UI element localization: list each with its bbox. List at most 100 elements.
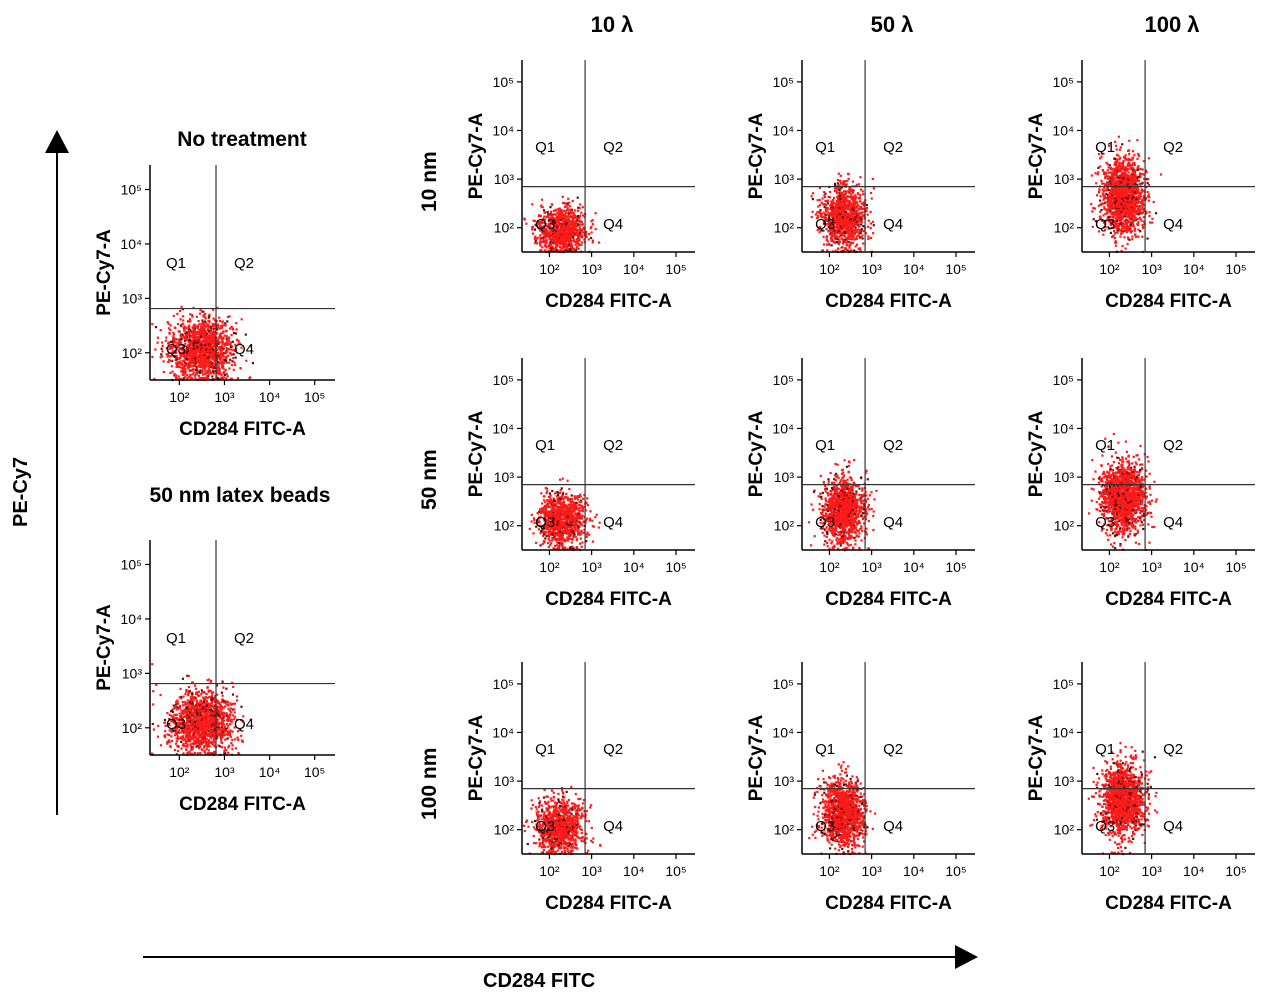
- event-dot: [829, 196, 831, 198]
- big-x-axis-arrowhead: [955, 945, 978, 969]
- event-dot: [228, 362, 230, 364]
- event-dot: [570, 220, 572, 222]
- event-dot: [194, 357, 196, 359]
- event-dot: [208, 720, 210, 722]
- event-dot: [579, 203, 581, 205]
- quadrant-label-q1: Q1: [535, 139, 555, 156]
- event-dot: [195, 693, 197, 695]
- event-dot: [858, 235, 860, 237]
- event-dot: [862, 214, 864, 216]
- event-dot: [577, 210, 579, 212]
- event-dot: [873, 187, 875, 189]
- y-axis-label: PE-Cy7-A: [746, 112, 767, 199]
- event-dot: [210, 731, 212, 733]
- event-dot: [205, 734, 207, 736]
- event-dot: [217, 377, 219, 379]
- event-dot: [230, 736, 232, 738]
- event-dot: [225, 733, 227, 735]
- event-dot: [191, 314, 193, 316]
- event-dot: [859, 176, 861, 178]
- event-dot: [171, 365, 173, 367]
- event-dot: [839, 241, 841, 243]
- event-dot: [213, 360, 215, 362]
- event-dot: [212, 355, 214, 357]
- event-dot: [557, 236, 559, 238]
- event-dot: [836, 192, 838, 194]
- event-dot: [567, 245, 569, 247]
- event-dot: [173, 373, 175, 375]
- event-dot: [558, 213, 560, 215]
- event-dot: [192, 362, 194, 364]
- event-dot: [848, 213, 850, 215]
- event-dot: [235, 332, 237, 334]
- event-dot: [211, 712, 213, 714]
- event-dot: [567, 237, 569, 239]
- event-dot: [812, 211, 814, 213]
- event-dot: [857, 216, 859, 218]
- panel-10nm-100λ: 10²10²10³10³10⁴10⁴10⁵10⁵Q1 Q2Q3 Q4CD284 FI…: [1026, 60, 1255, 312]
- event-dot: [850, 196, 852, 198]
- event-dot: [859, 247, 861, 249]
- event-dot: [204, 752, 206, 754]
- event-dot: [829, 191, 831, 193]
- event-dot: [194, 752, 196, 754]
- y-tick-label: 10²: [122, 345, 143, 361]
- event-dot: [230, 354, 232, 356]
- event-dot: [563, 210, 565, 212]
- event-dot: [560, 249, 562, 251]
- event-dot: [862, 190, 864, 192]
- event-dot: [207, 743, 209, 745]
- event-dot: [595, 228, 597, 230]
- event-dot: [231, 334, 233, 336]
- event-dot: [846, 232, 848, 234]
- event-dot: [208, 330, 210, 332]
- event-dot: [861, 221, 863, 223]
- event-dot: [196, 333, 198, 335]
- event-dot: [197, 752, 199, 754]
- event-dot: [252, 362, 254, 364]
- event-dot: [207, 337, 209, 339]
- event-dot: [202, 362, 204, 364]
- event-dot: [171, 740, 173, 742]
- event-dot: [166, 733, 168, 735]
- event-dot: [872, 178, 874, 180]
- y-tick-label: 10⁵: [121, 181, 142, 197]
- event-dot: [166, 741, 168, 743]
- event-dot: [595, 212, 597, 214]
- event-dot: [185, 742, 187, 744]
- event-dot: [189, 361, 191, 363]
- event-dot: [180, 709, 182, 711]
- event-dot: [839, 213, 841, 215]
- event-dot: [581, 241, 583, 243]
- event-dot: [237, 377, 239, 379]
- y-tick-label: 10²: [494, 220, 515, 236]
- event-dot: [848, 203, 850, 205]
- event-dot: [192, 726, 194, 728]
- event-dot: [177, 735, 179, 737]
- event-dot: [174, 338, 176, 340]
- event-dot: [837, 179, 839, 181]
- event-dot: [218, 366, 220, 368]
- event-dot: [206, 693, 208, 695]
- event-dot: [217, 714, 219, 716]
- event-dot: [201, 371, 203, 373]
- event-dot: [196, 369, 198, 371]
- event-dot: [206, 355, 208, 357]
- event-dot: [842, 199, 844, 201]
- event-dot: [161, 350, 163, 352]
- event-dot: [177, 750, 179, 752]
- event-dot: [834, 183, 836, 185]
- event-dot: [523, 218, 525, 220]
- event-dot: [217, 709, 219, 711]
- event-dot: [206, 346, 208, 348]
- event-dot: [196, 726, 198, 728]
- y-tick-label: 10²: [774, 220, 795, 236]
- event-dot: [236, 328, 238, 330]
- event-dot: [225, 356, 227, 358]
- event-dot: [554, 234, 556, 236]
- event-dot: [846, 244, 848, 246]
- event-dot: [553, 248, 555, 250]
- event-dot: [836, 232, 838, 234]
- event-dot: [163, 360, 165, 362]
- event-dot: [535, 238, 537, 240]
